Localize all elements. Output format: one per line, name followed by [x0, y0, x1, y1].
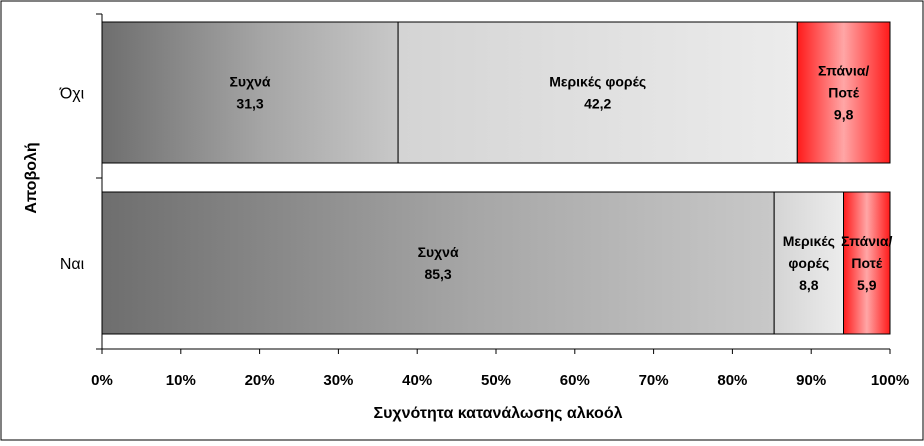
- category-label: Ναι: [60, 256, 85, 273]
- segment-value: 8,8: [799, 277, 819, 293]
- segment-name-line: Ποτέ: [828, 85, 860, 101]
- x-tick-label: 20%: [245, 372, 275, 389]
- bar-segment-μερικές-φορές-1: [773, 191, 845, 335]
- segment-value: 5,9: [857, 277, 877, 293]
- x-tick-label: 10%: [166, 372, 196, 389]
- segment-value: 31,3: [236, 96, 263, 112]
- bar-segment-σπάνια-ποτέ-0: [796, 21, 891, 164]
- bar-segment-μερικές-φορές-0: [397, 21, 798, 164]
- segment-value: 85,3: [424, 266, 451, 282]
- x-tick-label: 90%: [796, 372, 826, 389]
- segment-name-line: Μερικές: [783, 233, 835, 249]
- bar-segment-συχνά-0: [101, 21, 399, 164]
- x-tick-label: 50%: [481, 372, 511, 389]
- segment-label: Σπάνια/Ποτέ 5,9: [841, 233, 892, 293]
- segment-label: Μερικές φορές 8,8: [783, 233, 835, 293]
- segment-value: 9,8: [834, 107, 854, 123]
- x-tick-label: 30%: [323, 372, 353, 389]
- segment-name-line: φορές: [788, 255, 829, 271]
- segment-name-line: Σπάνια/: [841, 233, 892, 249]
- segment-label: Συχνά 31,3: [230, 74, 271, 112]
- segment-value: 42,2: [584, 96, 611, 112]
- segment-name-line: Σπάνια/: [818, 63, 869, 79]
- x-tick-label: 40%: [402, 372, 432, 389]
- x-tick-label: 60%: [560, 372, 590, 389]
- x-axis-title: Συχνότητα κατανάλωσης αλκοόλ: [373, 405, 622, 422]
- segment-name-line: Συχνά: [230, 74, 271, 90]
- x-tick-label: 100%: [871, 372, 909, 389]
- bar-segment-συχνά-1: [101, 191, 775, 335]
- category-label: Όχι: [59, 86, 85, 103]
- segment-label: Μερικές φορές 42,2: [549, 74, 646, 112]
- bar-segment-σπάνια-ποτέ-1: [843, 191, 891, 335]
- segment-name-line: Ποτέ: [851, 255, 883, 271]
- plot-area: [101, 21, 891, 335]
- segment-name-line: Μερικές φορές: [549, 74, 646, 90]
- segment-label: Συχνά 85,3: [418, 244, 459, 282]
- segment-label: Σπάνια/Ποτέ 9,8: [818, 63, 869, 123]
- x-tick-label: 0%: [91, 372, 113, 389]
- x-tick-label: 80%: [717, 372, 747, 389]
- x-tick-label: 70%: [639, 372, 669, 389]
- axes: [96, 13, 891, 354]
- labels: Συχνά 31,3 Μερικές φορές 42,2 Σπάνια/Ποτέ 9,8…: [23, 63, 909, 423]
- y-axis-title: Αποβολή: [23, 142, 40, 213]
- segment-name-line: Συχνά: [418, 244, 459, 260]
